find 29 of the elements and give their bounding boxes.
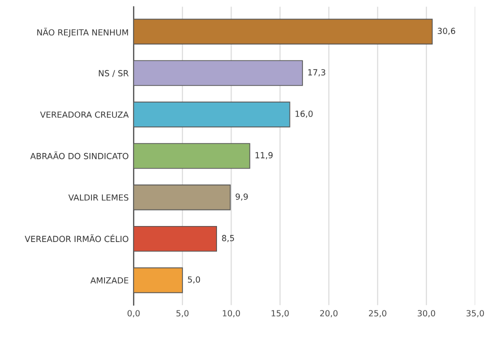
bar — [134, 102, 290, 128]
y-tick-label: VEREADORA CREUZA — [40, 111, 129, 118]
data-label: 16,0 — [296, 110, 313, 118]
data-label: 30,6 — [438, 28, 456, 35]
x-tick-label: 30,0 — [418, 310, 436, 318]
data-label: 5,0 — [188, 276, 200, 284]
bar — [134, 143, 250, 169]
bar — [134, 60, 303, 86]
x-tick-label: 35,0 — [466, 310, 484, 318]
y-tick-label: NS / SR — [98, 70, 129, 78]
data-label: 9,9 — [236, 193, 248, 201]
x-tick-label: 20,0 — [320, 310, 338, 318]
bar — [134, 184, 231, 210]
y-tick-label: VEREADOR IRMÃO CÉLIO — [24, 234, 128, 242]
y-tick-label: AMIZADE — [90, 277, 128, 284]
bar — [134, 267, 183, 294]
bar — [134, 226, 218, 252]
x-tick-label: 25,0 — [368, 310, 386, 318]
y-tick-label: ABRAÃO DO SINDICATO — [30, 151, 128, 160]
x-tick-label: 0,0 — [128, 310, 140, 318]
y-tick-label: VALDIR LEMES — [68, 194, 128, 201]
x-tick-label: 5,0 — [176, 310, 189, 318]
bar — [134, 18, 433, 44]
x-tick-label: 10,0 — [222, 310, 240, 318]
y-tick-label: NÃO REJEITA NENHUM — [37, 28, 128, 38]
data-label: 17,3 — [308, 69, 326, 76]
x-tick-label: 15,0 — [272, 310, 289, 318]
data-label: 11,9 — [256, 152, 273, 160]
data-label: 8,5 — [222, 234, 234, 242]
